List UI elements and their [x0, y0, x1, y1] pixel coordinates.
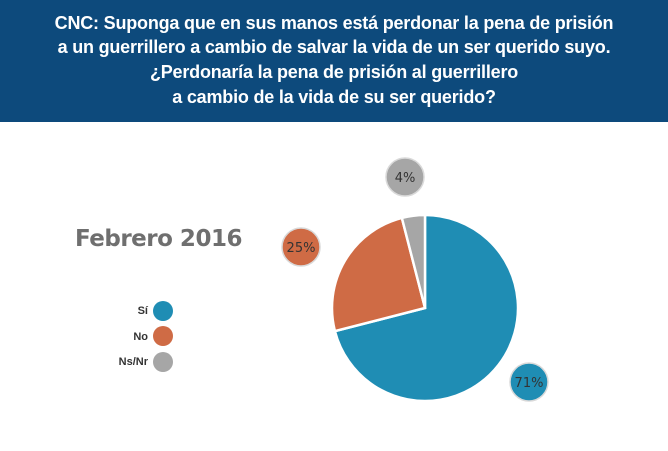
value-bubble-3: [385, 157, 425, 197]
pie-slice-nsnr: [400, 213, 427, 309]
value-bubble-1: [509, 362, 549, 402]
header-banner: CNC: Suponga que en sus manos está perdo…: [0, 0, 668, 122]
value-label-3: 4%: [395, 171, 416, 186]
pie-slice-s: [333, 213, 520, 403]
legend-swatch-si: [153, 301, 173, 321]
value-label-2: 25%: [287, 241, 316, 256]
period-label: Febrero 2016: [75, 226, 242, 252]
question-line-1: CNC: Suponga que en sus manos está perdo…: [54, 13, 614, 33]
value-label-1: 71%: [515, 376, 544, 391]
value-bubble-2: [281, 227, 321, 267]
pie-callouts: 71% 25% 4%: [281, 157, 549, 402]
question-line-4: a cambio de la vida de su ser querido?: [172, 87, 496, 107]
legend-swatch-nsnr: [153, 352, 173, 372]
legend-label-nsnr: Ns/Nr: [118, 356, 148, 368]
legend-label-no: No: [133, 331, 148, 343]
pie-slices: [330, 213, 520, 403]
legend-swatch-no: [153, 326, 173, 346]
question-line-2: a un guerrillero a cambio de salvar la v…: [57, 37, 611, 57]
legend-label-si: Sí: [137, 305, 148, 317]
question-line-3: ¿Perdonaría la pena de prisión al guerri…: [149, 62, 519, 82]
pie-slice-no: [330, 216, 427, 333]
